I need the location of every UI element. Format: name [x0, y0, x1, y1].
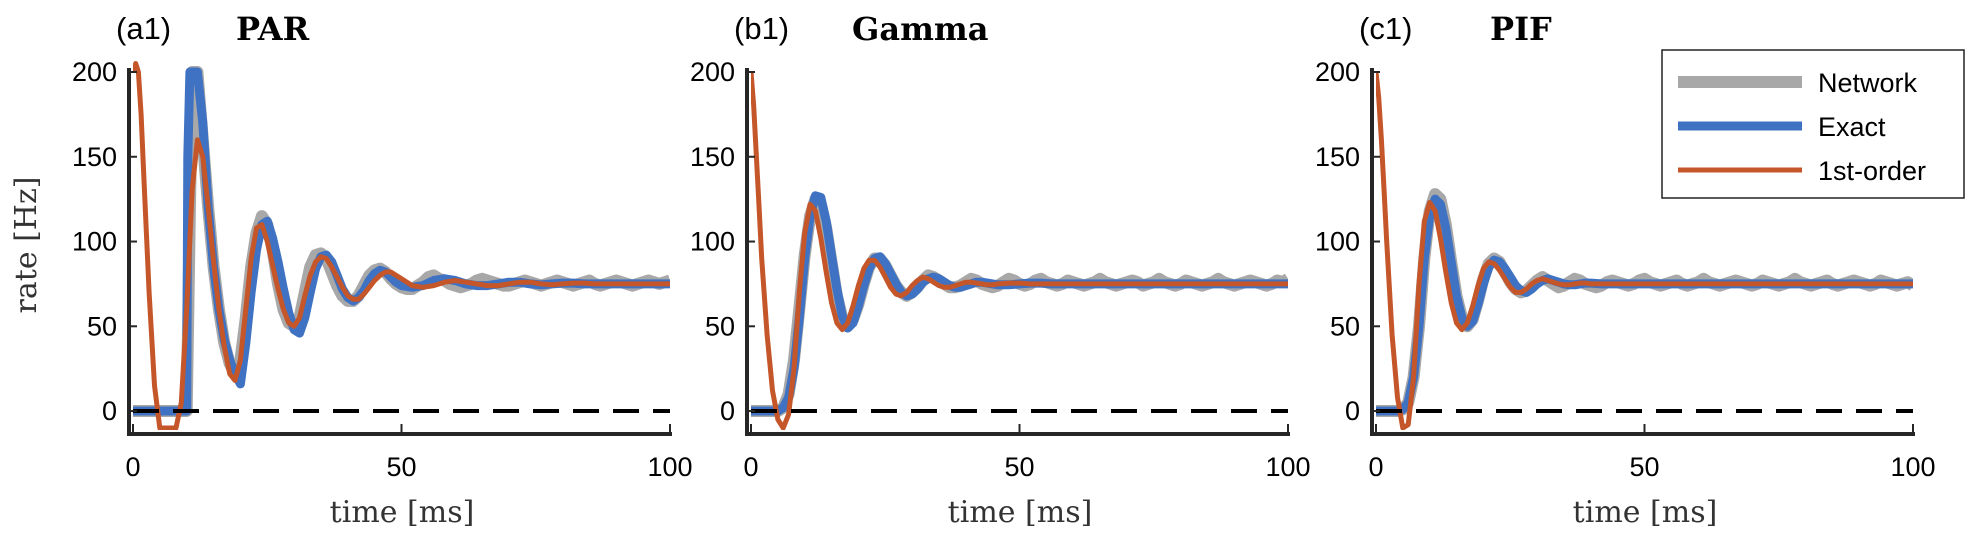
x-tick-label: 0 — [1368, 452, 1383, 482]
x-tick-label: 0 — [125, 452, 140, 482]
y-tick-label: 100 — [690, 227, 735, 257]
x-tick-label: 100 — [1890, 452, 1935, 482]
y-axis-label: rate [Hz] — [9, 177, 44, 314]
y-tick-label: 150 — [1315, 142, 1360, 172]
panel-c1: (c1) PIF time [ms] 0 50 100 0 50 100 150 200 — [1315, 10, 1936, 530]
series-group — [1376, 71, 1913, 430]
x-tick-label: 50 — [1629, 452, 1659, 482]
y-tick-label: 100 — [72, 227, 117, 257]
series-group — [751, 71, 1288, 430]
x-axis-label: time [ms] — [1573, 495, 1718, 530]
y-tick-label: 150 — [690, 142, 735, 172]
y-tick-label: 150 — [72, 142, 117, 172]
panel-a1: (a1) PAR rate [Hz] time [ms] 0 50 100 0 50 10… — [9, 10, 693, 530]
x-axis-label: time [ms] — [948, 495, 1093, 530]
y-tick-label: 0 — [102, 396, 117, 426]
x-tick-label: 50 — [386, 452, 416, 482]
x-axis-label: time [ms] — [330, 495, 475, 530]
panel-label: (a1) — [116, 11, 171, 46]
x-tick-label: 100 — [1265, 452, 1310, 482]
y-tick-label: 200 — [690, 57, 735, 87]
series-group — [133, 61, 670, 430]
y-tick-label: 200 — [72, 57, 117, 87]
x-tick-label: 50 — [1004, 452, 1034, 482]
legend-label-first-order: 1st-order — [1818, 156, 1926, 186]
legend-label-network: Network — [1818, 68, 1918, 98]
series-line-exact — [1376, 194, 1913, 416]
panel-b1: (b1) Gamma time [ms] 0 50 100 0 50 100 150 200 — [690, 10, 1311, 530]
panel-title: PIF — [1490, 10, 1552, 48]
x-tick-label: 0 — [743, 452, 758, 482]
panel-label: (b1) — [734, 11, 789, 46]
y-tick-label: 50 — [705, 311, 735, 341]
y-tick-label: 50 — [87, 311, 117, 341]
panel-label: (c1) — [1359, 11, 1412, 46]
series-line-1st-order — [133, 61, 670, 430]
legend: Network Exact 1st-order — [1661, 49, 1965, 199]
y-tick-label: 0 — [720, 396, 735, 426]
y-tick-label: 200 — [1315, 57, 1360, 87]
panel-title: Gamma — [852, 10, 989, 48]
legend-label-exact: Exact — [1818, 112, 1886, 142]
x-tick-label: 100 — [647, 452, 692, 482]
series-line-1st-order — [751, 71, 1288, 430]
y-tick-label: 0 — [1345, 396, 1360, 426]
y-tick-label: 100 — [1315, 227, 1360, 257]
y-tick-label: 50 — [1330, 311, 1360, 341]
panel-title: PAR — [236, 10, 310, 48]
series-line-1st-order — [1376, 71, 1913, 430]
